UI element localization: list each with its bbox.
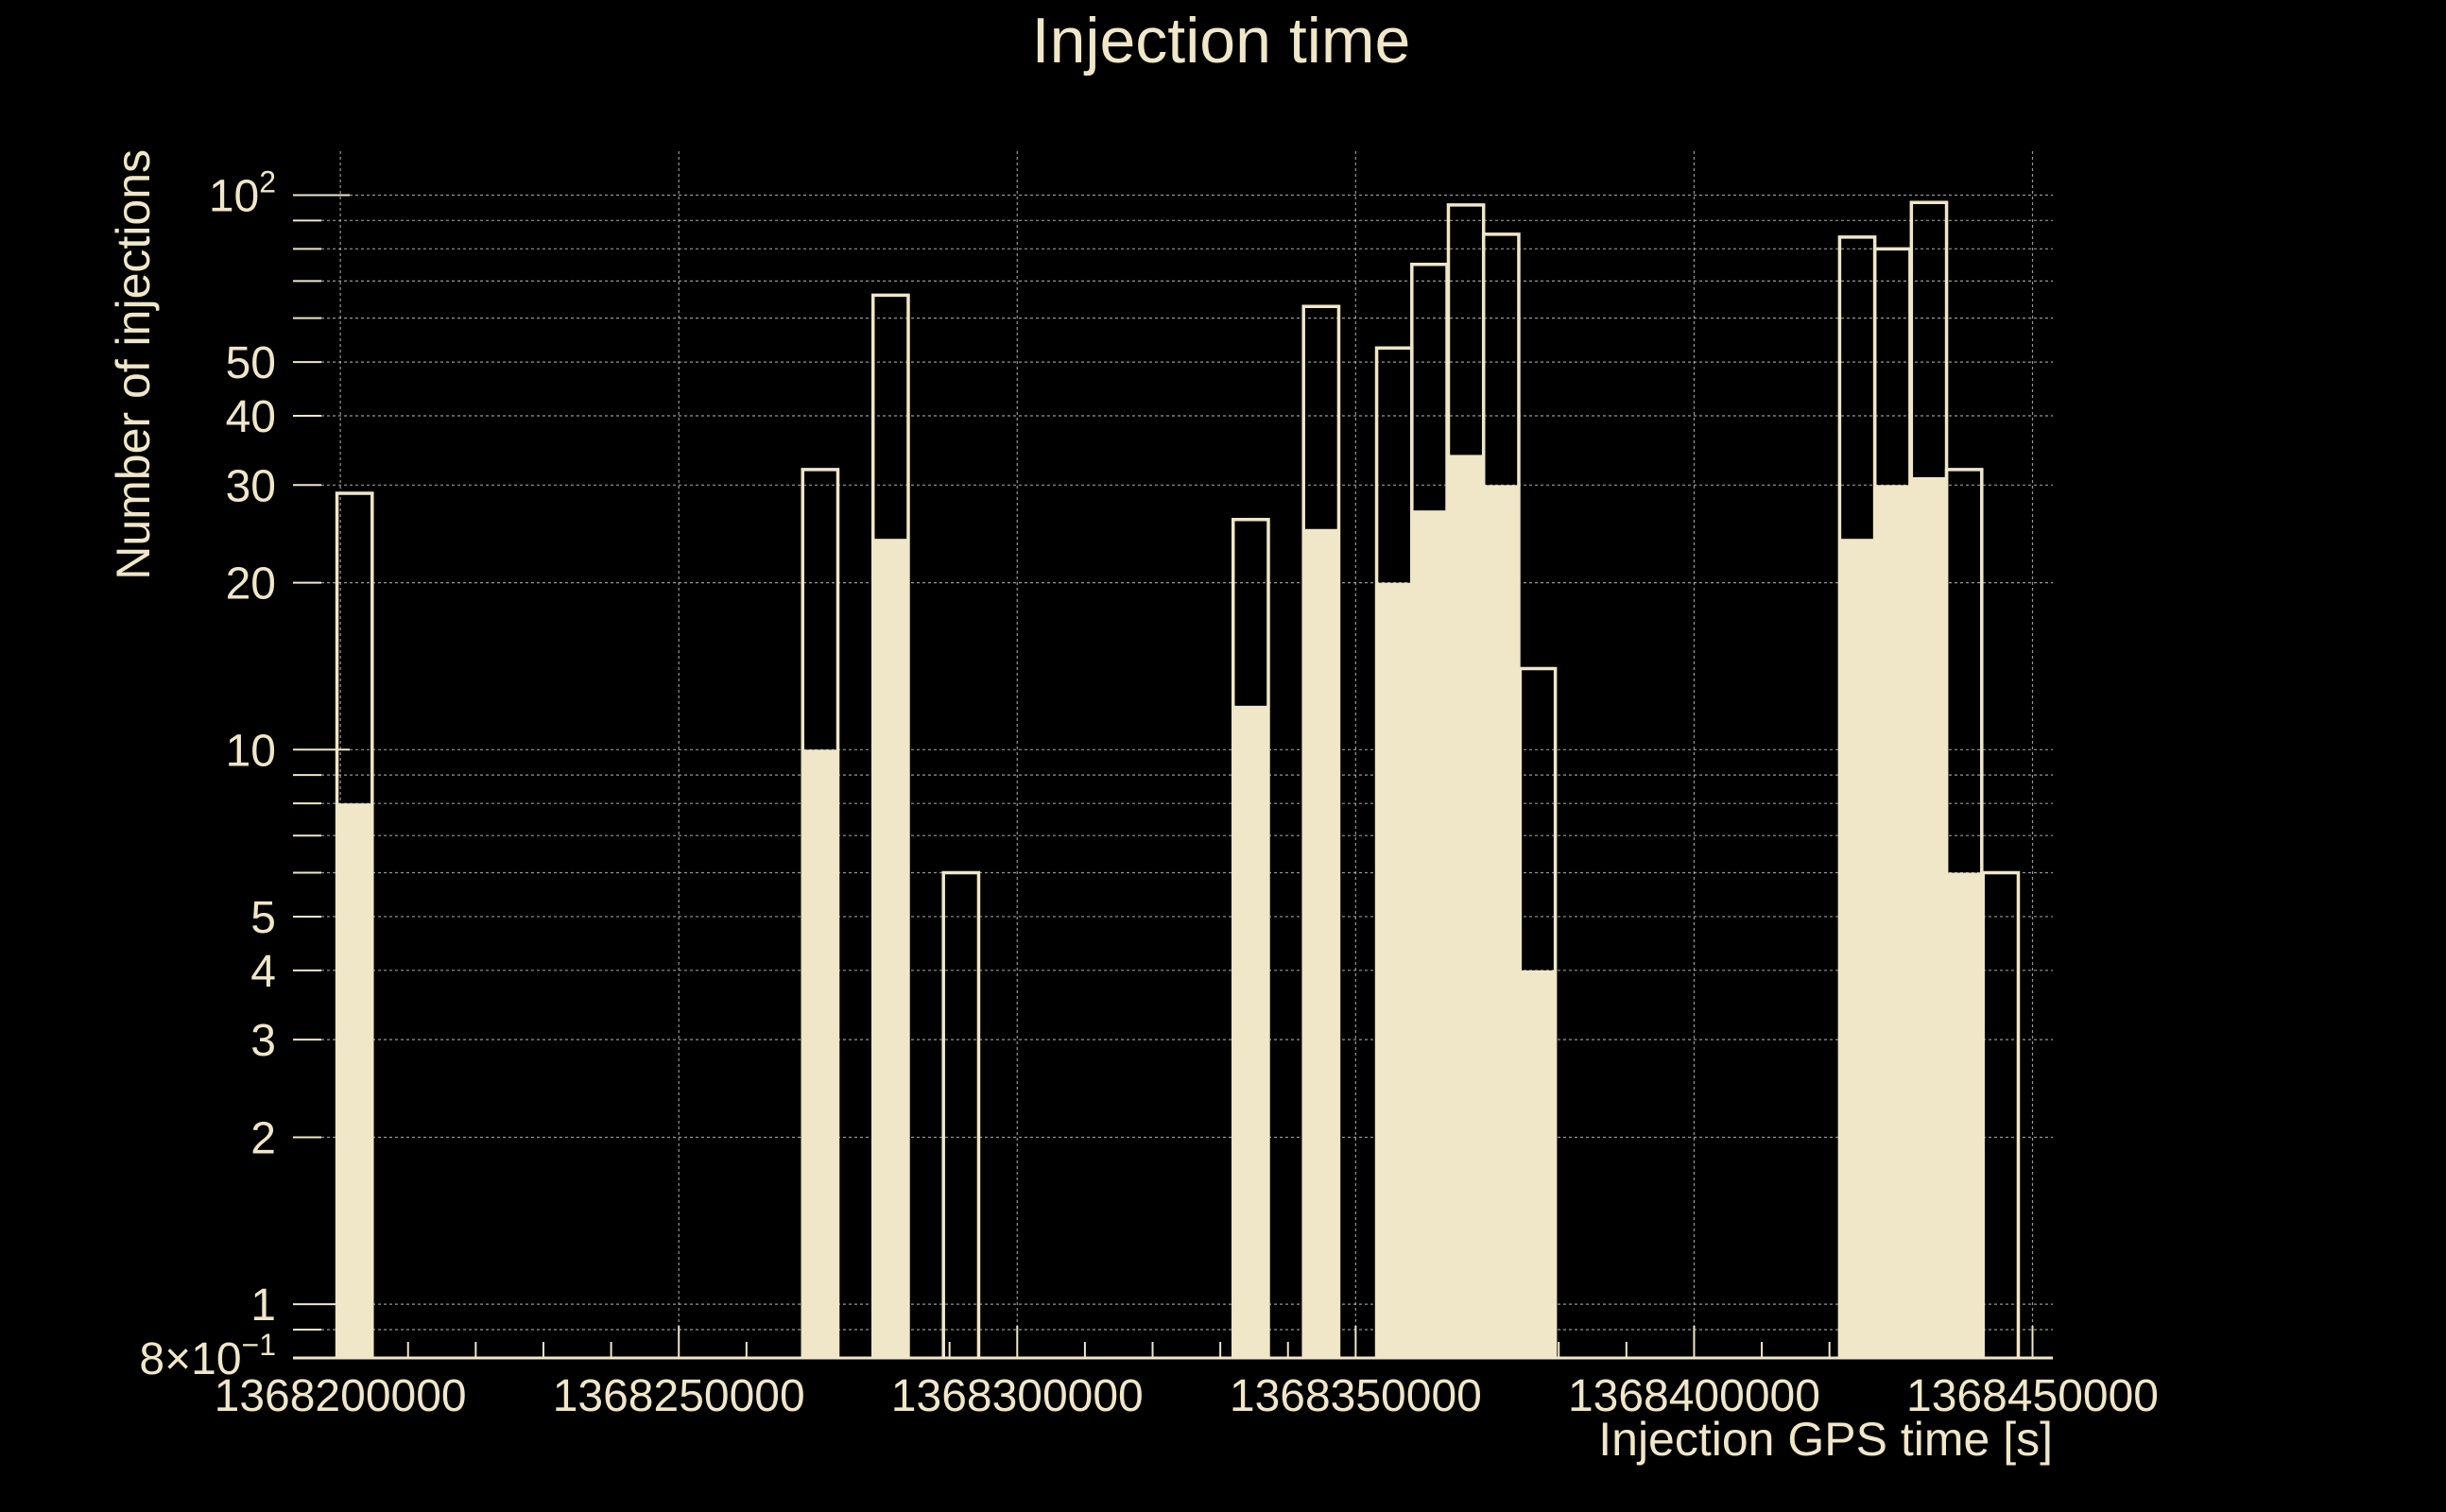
- grid: [293, 151, 2053, 1359]
- filled-bar: [1376, 582, 1412, 1358]
- filled-bar: [1483, 485, 1519, 1358]
- y-tick-label: 10: [226, 726, 276, 776]
- y-tick-label: 40: [226, 392, 276, 442]
- filled-bar: [1232, 705, 1268, 1358]
- filled-bar: [1303, 528, 1339, 1358]
- outline-bar: [870, 293, 910, 1358]
- outline-bar: [1301, 304, 1341, 1358]
- chart-title: Injection time: [1032, 5, 1411, 77]
- x-tick-label: 1368250000: [553, 1371, 805, 1421]
- filled-bar: [802, 749, 838, 1358]
- outline-bar: [1981, 870, 2021, 1358]
- x-tick-label: 1368200000: [215, 1371, 467, 1421]
- y-tick-label: 20: [226, 559, 276, 610]
- outline-bar: [335, 491, 374, 1358]
- filled-bar: [1946, 872, 1982, 1358]
- y-tick-label: 2: [250, 1113, 276, 1163]
- y-tick-label: 3: [250, 1016, 276, 1066]
- filled-bar: [1874, 485, 1910, 1358]
- y-tick-label: 1: [250, 1280, 276, 1331]
- outline-bar: [941, 870, 981, 1358]
- filled-bar: [1911, 476, 1947, 1359]
- y-tick-label-min: 8×10−1: [139, 1328, 276, 1384]
- y-tick-label: 4: [250, 947, 276, 997]
- x-tick-label: 1368350000: [1230, 1371, 1482, 1421]
- outline-bar: [801, 468, 840, 1358]
- filled-bar: [1839, 539, 1875, 1358]
- filled-bar: [1411, 510, 1448, 1358]
- x-axis-label: Injection GPS time [s]: [1598, 1413, 2053, 1466]
- filled-bar: [1448, 455, 1484, 1358]
- y-tick-label: 5: [250, 893, 276, 943]
- outline-bar: [1518, 666, 1558, 1358]
- filled-bar: [336, 803, 372, 1358]
- y-axis-label: Number of injections: [107, 149, 160, 580]
- x-tick-label: 1368300000: [891, 1371, 1144, 1421]
- outline-bar: [1231, 518, 1270, 1358]
- x-tick-label: 1368450000: [1906, 1371, 2159, 1421]
- tick-labels: 1368200000 1368250000 1368300000 1368350000…: [139, 164, 2159, 1421]
- y-tick-label: 50: [226, 338, 276, 388]
- histogram-bars: [335, 200, 2021, 1359]
- y-tick-label-max: 102: [209, 164, 276, 221]
- y-tick-label: 30: [226, 461, 276, 511]
- filled-bar: [872, 539, 908, 1358]
- filled-bar: [1520, 970, 1556, 1358]
- axis-ticks: [293, 194, 2053, 1360]
- x-tick-label: 1368400000: [1568, 1371, 1820, 1421]
